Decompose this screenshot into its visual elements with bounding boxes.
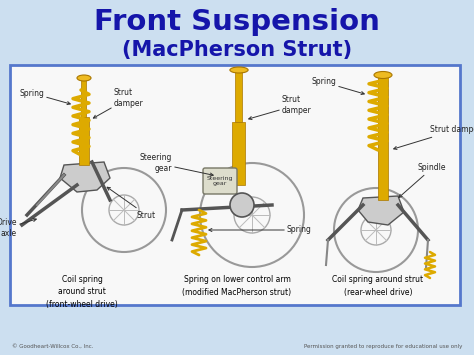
Ellipse shape — [77, 75, 91, 81]
Text: Spring: Spring — [311, 77, 365, 94]
Ellipse shape — [230, 67, 248, 73]
Text: Steering
gear: Steering gear — [140, 153, 213, 176]
Text: Strut
damper: Strut damper — [93, 88, 144, 118]
Polygon shape — [60, 162, 110, 192]
Text: (MacPherson Strut): (MacPherson Strut) — [122, 40, 352, 60]
FancyBboxPatch shape — [10, 65, 460, 305]
Polygon shape — [358, 196, 404, 225]
Text: Coil spring around strut
(rear-wheel drive): Coil spring around strut (rear-wheel dri… — [332, 275, 424, 296]
Circle shape — [230, 193, 254, 217]
Text: Spring on lower control arm
(modified MacPherson strut): Spring on lower control arm (modified Ma… — [182, 275, 292, 296]
Bar — [378, 75, 388, 200]
Text: Strut: Strut — [107, 187, 156, 219]
Text: Permission granted to reproduce for educational use only: Permission granted to reproduce for educ… — [304, 344, 462, 349]
Text: Steering
gear: Steering gear — [207, 176, 233, 186]
Text: Spindle: Spindle — [399, 164, 447, 197]
Bar — [79, 117, 89, 165]
Bar — [236, 70, 243, 122]
Text: Strut damper: Strut damper — [394, 126, 474, 149]
Bar — [82, 78, 86, 117]
Ellipse shape — [374, 71, 392, 78]
Text: © Goodheart-Willcox Co., Inc.: © Goodheart-Willcox Co., Inc. — [12, 344, 93, 349]
Text: Spring: Spring — [209, 225, 312, 235]
Text: Strut
damper: Strut damper — [249, 95, 312, 120]
Text: Drive
axle: Drive axle — [0, 218, 36, 238]
Bar — [233, 122, 246, 185]
Text: Front Suspension: Front Suspension — [94, 8, 380, 36]
FancyBboxPatch shape — [203, 168, 237, 194]
Text: Spring: Spring — [19, 88, 70, 105]
Text: Coil spring
around strut
(front-wheel drive): Coil spring around strut (front-wheel dr… — [46, 275, 118, 309]
